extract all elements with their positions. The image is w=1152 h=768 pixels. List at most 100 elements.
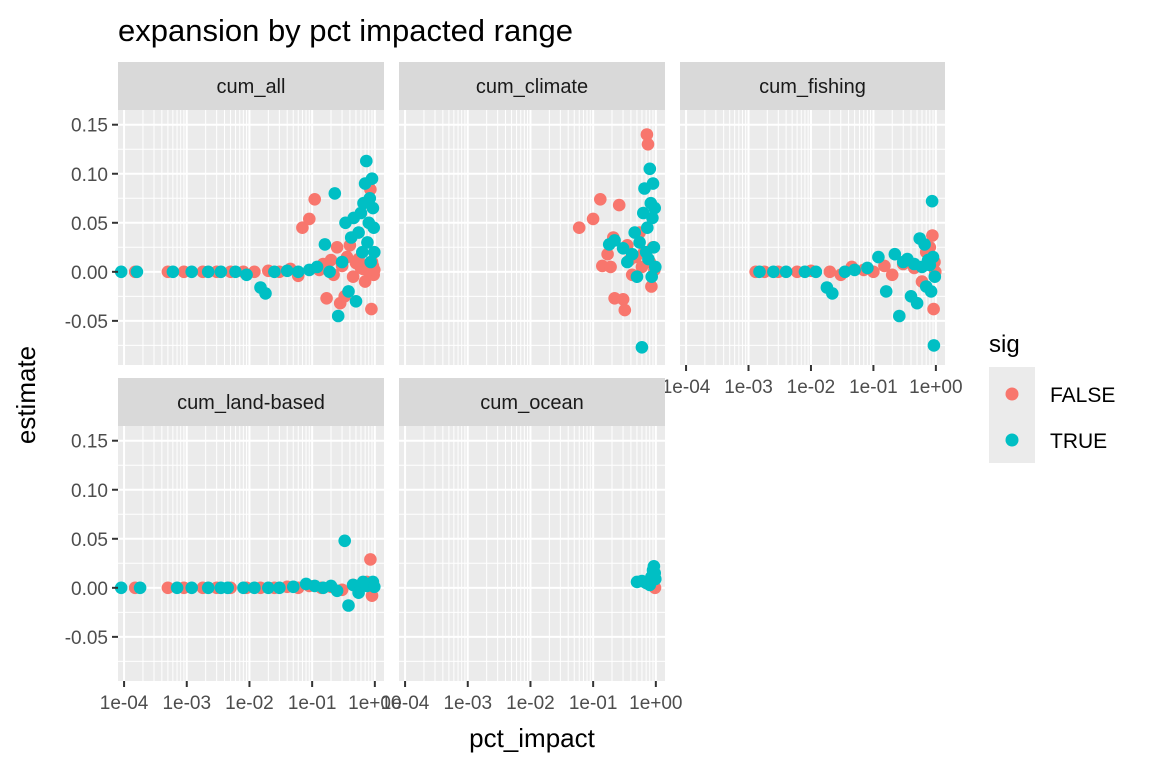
facet-strip bbox=[118, 378, 384, 426]
data-point-true bbox=[170, 581, 184, 595]
panel-background bbox=[399, 110, 665, 365]
data-point-true bbox=[338, 534, 352, 548]
data-point-true bbox=[328, 187, 342, 200]
y-tick-label: 0.05 bbox=[71, 214, 108, 235]
x-tick-label: 1e-01 bbox=[288, 693, 337, 714]
panel-background bbox=[399, 426, 665, 681]
data-point-true bbox=[268, 265, 281, 279]
legend-label-true: TRUE bbox=[1050, 430, 1107, 453]
data-point-true bbox=[879, 285, 893, 298]
data-point-false bbox=[308, 193, 322, 206]
data-point-false bbox=[365, 302, 378, 316]
data-point-true bbox=[287, 580, 300, 594]
data-point-false bbox=[878, 259, 891, 273]
data-point-false bbox=[927, 302, 940, 316]
data-point-true bbox=[318, 238, 332, 251]
data-point-true bbox=[331, 309, 345, 323]
x-tick-label: 1e+00 bbox=[348, 693, 401, 714]
facet-strip-label: cum_all bbox=[217, 76, 286, 98]
legend: sig FALSE TRUE bbox=[989, 331, 1115, 463]
legend-label-false: FALSE bbox=[1050, 384, 1115, 407]
y-tick-label: 0.10 bbox=[71, 165, 108, 186]
data-point-true bbox=[248, 581, 261, 595]
data-point-true bbox=[262, 581, 275, 595]
data-point-false bbox=[604, 260, 617, 274]
x-tick-label: 1e-03 bbox=[443, 693, 492, 714]
data-point-true bbox=[221, 581, 234, 595]
data-point-true bbox=[360, 154, 373, 168]
y-tick-label: 0.00 bbox=[71, 263, 108, 284]
data-point-true bbox=[625, 247, 639, 261]
data-point-true bbox=[335, 255, 349, 269]
facet-cum_land-based: cum_land-based -0.05 0.00 0.05 0.10 0.15 1e-04… bbox=[65, 378, 402, 714]
x-tick-label: 1e-01 bbox=[569, 693, 618, 714]
x-tick-label: 1e-03 bbox=[724, 377, 773, 398]
data-point-true bbox=[641, 221, 654, 234]
x-tick-label: 1e-03 bbox=[162, 693, 211, 714]
data-point-false bbox=[358, 275, 372, 288]
data-point-false bbox=[618, 303, 632, 317]
data-point-true bbox=[259, 287, 272, 300]
data-point-true bbox=[352, 226, 365, 239]
data-point-false bbox=[616, 293, 630, 306]
data-point-false bbox=[324, 253, 338, 267]
data-point-true bbox=[363, 192, 377, 205]
data-point-true bbox=[648, 201, 661, 215]
data-point-true bbox=[323, 265, 336, 279]
data-point-true bbox=[291, 265, 305, 279]
data-point-true bbox=[214, 265, 228, 279]
data-point-true bbox=[365, 172, 379, 185]
data-point-true bbox=[273, 581, 286, 595]
data-point-true bbox=[925, 194, 939, 208]
data-point-true bbox=[645, 270, 658, 284]
data-point-true bbox=[924, 285, 938, 298]
data-point-false bbox=[303, 212, 316, 226]
data-point-true bbox=[166, 265, 180, 279]
chart-title: expansion by pct impacted range bbox=[118, 13, 573, 48]
data-point-true bbox=[366, 201, 380, 215]
x-tick-label: 1e-04 bbox=[662, 377, 711, 398]
facet-strip bbox=[399, 378, 665, 426]
data-point-true bbox=[649, 572, 662, 586]
data-point-false bbox=[823, 265, 837, 279]
facet-cum_all: cum_all -0.05 0.00 0.05 0.10 0.15 bbox=[65, 62, 384, 365]
data-point-true bbox=[767, 265, 780, 279]
panel-background bbox=[118, 110, 384, 365]
data-point-true bbox=[201, 265, 215, 279]
y-tick-label: 0.15 bbox=[71, 432, 108, 453]
facet-cum_climate: cum_climate bbox=[399, 62, 665, 365]
y-tick-label: -0.05 bbox=[65, 628, 108, 649]
facet-strip bbox=[118, 62, 384, 110]
data-point-true bbox=[330, 584, 344, 598]
data-point-true bbox=[185, 265, 198, 279]
data-point-true bbox=[361, 236, 374, 249]
data-point-true bbox=[893, 309, 906, 323]
data-point-true bbox=[753, 265, 766, 279]
facet-strip-label: cum_land-based bbox=[177, 392, 325, 414]
data-point-true bbox=[649, 260, 662, 274]
data-point-true bbox=[918, 238, 931, 251]
data-point-true bbox=[356, 245, 369, 259]
data-point-false bbox=[586, 212, 600, 226]
data-point-false bbox=[296, 221, 309, 234]
data-point-true bbox=[130, 265, 144, 279]
data-point-true bbox=[133, 581, 147, 595]
data-point-true bbox=[779, 265, 793, 279]
data-point-true bbox=[809, 265, 823, 279]
data-point-true bbox=[848, 263, 861, 277]
data-point-true bbox=[114, 581, 128, 595]
data-point-true bbox=[628, 226, 641, 239]
data-point-false bbox=[346, 270, 360, 284]
data-point-true bbox=[630, 270, 644, 284]
data-point-true bbox=[280, 264, 294, 278]
data-point-true bbox=[928, 270, 942, 284]
data-point-true bbox=[240, 268, 253, 282]
data-point-false bbox=[926, 229, 939, 242]
facet-strip bbox=[399, 62, 665, 110]
data-point-true bbox=[643, 162, 657, 176]
y-tick-label: -0.05 bbox=[65, 312, 108, 333]
data-point-false bbox=[330, 241, 344, 254]
data-point-true bbox=[861, 261, 874, 275]
